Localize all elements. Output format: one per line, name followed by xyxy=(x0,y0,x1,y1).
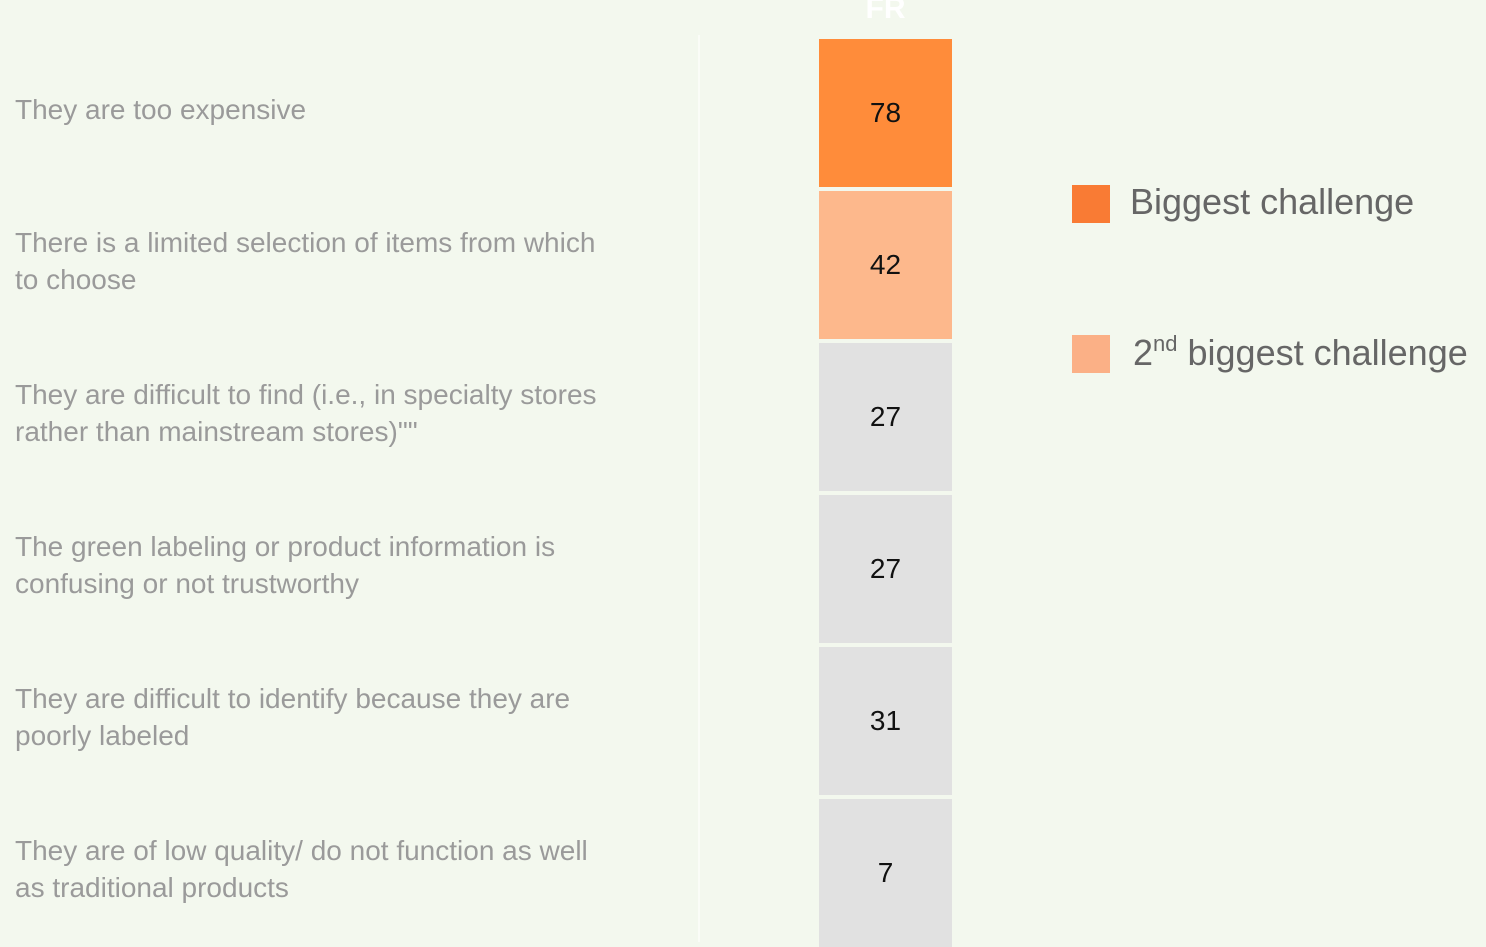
legend-label: 2nd biggest challenge xyxy=(1133,331,1468,374)
legend-text: biggest challenge xyxy=(1177,332,1468,373)
column-header: FR xyxy=(865,0,906,25)
cell: 42 xyxy=(819,191,952,339)
label-line: confusing or not trustworthy xyxy=(15,568,359,599)
row-label: The green labeling or product informatio… xyxy=(15,528,555,602)
label-line: There is a limited selection of items fr… xyxy=(15,227,596,258)
label-line: poorly labeled xyxy=(15,720,190,751)
cell: 78 xyxy=(819,39,952,187)
legend-swatch xyxy=(1072,335,1110,373)
row-label: There is a limited selection of items fr… xyxy=(15,224,595,298)
label-line: rather than mainstream stores)"" xyxy=(15,416,418,447)
legend-text: 2 xyxy=(1133,332,1154,373)
legend-label: Biggest challenge xyxy=(1130,181,1414,223)
label-line: They are difficult to identify because t… xyxy=(15,683,571,714)
label-line: to choose xyxy=(15,264,137,295)
label-line: They are difficult to find (i.e., in spe… xyxy=(15,379,597,410)
label-line: They are too expensive xyxy=(15,93,307,125)
row-label: They are difficult to find (i.e., in spe… xyxy=(15,376,597,450)
row-label: They are too expensive xyxy=(15,91,306,128)
cell: 7 xyxy=(819,799,952,947)
legend-swatch xyxy=(1072,185,1110,223)
legend-text: Biggest challenge xyxy=(1130,181,1415,222)
cell: 27 xyxy=(819,343,952,491)
divider xyxy=(698,35,700,942)
row-label: They are difficult to identify because t… xyxy=(15,680,570,754)
label-line: as traditional products xyxy=(15,872,289,903)
row-label: They are of low quality/ do not function… xyxy=(15,832,588,906)
label-line: The green labeling or product informatio… xyxy=(15,531,556,562)
cell: 27 xyxy=(819,495,952,643)
label-line: They are of low quality/ do not function… xyxy=(15,835,588,866)
legend-text: nd xyxy=(1153,331,1178,356)
cell: 31 xyxy=(819,647,952,795)
